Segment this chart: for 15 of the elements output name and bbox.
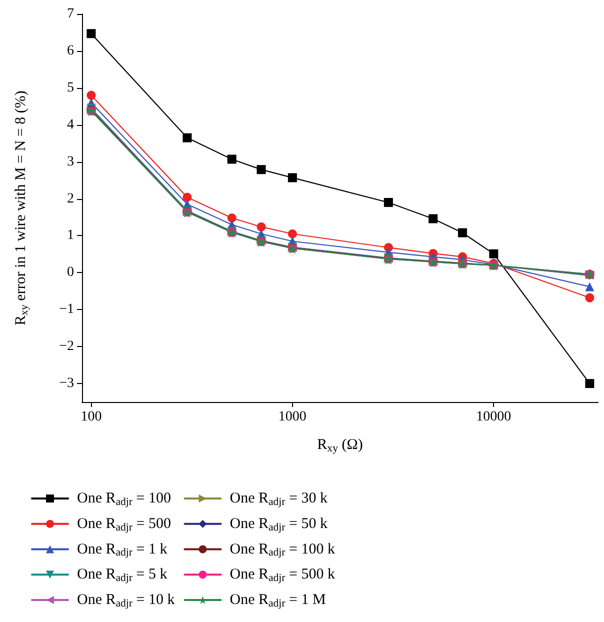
y-tick-label: 7 — [67, 6, 74, 22]
x-tick-label: 1000 — [278, 410, 306, 424]
y-axis-title: Rxy error in 1 wire with M = N = 8 (%) — [13, 90, 30, 326]
x-tick-label: 100 — [80, 410, 102, 424]
y-tick-label: 2 — [67, 191, 74, 206]
y-tick-label: −3 — [59, 376, 74, 392]
y-tick-label: 1 — [67, 228, 74, 244]
y-tick-label: −1 — [59, 302, 74, 318]
y-tick-label: 5 — [67, 80, 74, 96]
y-tick-label: 3 — [67, 154, 74, 170]
y-tick-label: 4 — [67, 117, 74, 132]
y-tick-label: 0 — [67, 265, 74, 280]
x-tick-label: 10000 — [476, 410, 512, 424]
y-tick-label: 6 — [67, 43, 74, 58]
y-tick-label: −2 — [59, 339, 74, 354]
